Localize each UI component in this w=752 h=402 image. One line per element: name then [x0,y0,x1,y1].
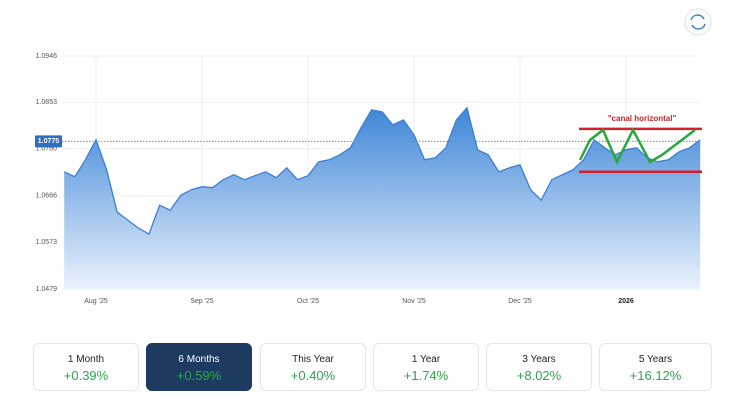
x-tick-label: 2026 [618,298,634,305]
channel-label: "canal horizontal" [608,114,677,123]
x-tick-label: Sep '25 [190,298,214,305]
period-label: 6 Months [178,354,220,365]
refresh-button[interactable] [684,8,712,36]
y-tick-label: 1.0479 [36,286,58,293]
refresh-icon [690,14,706,30]
period-change: +1.74% [403,368,449,383]
y-tick-label: 1.0853 [36,99,58,106]
period-label: 5 Years [638,354,673,365]
period-button[interactable]: This Year +0.40% [260,343,366,391]
chart: 1.0946 1.0853 1.0760 1.0666 1.0573 1.0479 Aug … [35,8,712,305]
x-tick-label: Aug '25 [84,298,108,305]
period-change: +8.02% [516,368,562,383]
period-label: 1 Year [411,354,441,365]
period-button[interactable]: 1 Year +1.74% [373,343,479,391]
x-tick-label: Oct '25 [297,298,319,305]
period-button[interactable]: 3 Years +8.02% [486,343,592,391]
x-tick-label: Nov '25 [402,298,426,305]
period-label: This Year [292,354,334,365]
y-tick-label: 1.0760 [36,146,58,153]
period-button[interactable]: 6 Months +0.59% [146,343,252,391]
period-button[interactable]: 5 Years +16.12% [599,343,712,391]
zigzag-annotation [578,127,696,165]
line [63,106,701,236]
period-label: 3 Years [522,354,556,365]
current-value-label: 1.0775 [38,138,60,145]
period-label: 1 Month [67,354,105,365]
period-change: +16.12% [629,368,682,383]
area [64,107,701,290]
period-change: +0.39% [63,368,109,383]
period-button[interactable]: 1 Month +0.39% [33,343,139,391]
period-change: +0.40% [290,368,336,383]
current-value-tag [35,135,62,148]
y-tick-label: 1.0946 [36,53,58,60]
y-tick-label: 1.0573 [36,239,58,246]
period-change: +0.59% [176,368,222,383]
y-tick-label: 1.0666 [36,193,58,200]
x-tick-label: Dec '25 [508,298,532,305]
